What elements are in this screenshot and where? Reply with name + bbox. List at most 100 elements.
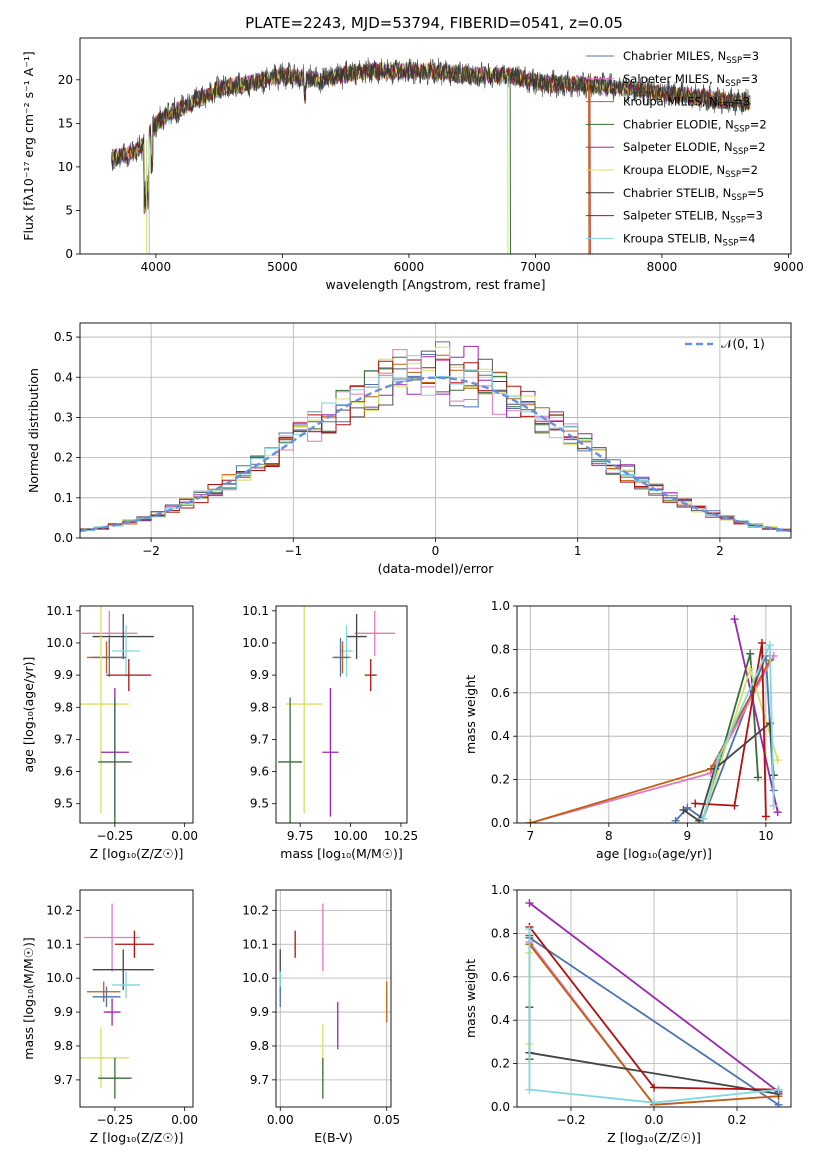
y-tick-label: 9.6 xyxy=(250,765,269,779)
weight-marker xyxy=(773,808,782,817)
y-tick-label: 10.2 xyxy=(46,903,73,917)
x-tick-label: 0.05 xyxy=(373,1113,400,1127)
panel-spectrum: 4000 5000 6000 7000 8000 9000 0 5 10 15 20 waveleng… xyxy=(21,37,804,292)
weight-marker xyxy=(525,925,534,934)
weight-line xyxy=(528,902,780,1093)
y-tick-label: 10.0 xyxy=(46,636,73,650)
x-tick-label: 0.00 xyxy=(171,829,198,843)
y-tick-label: 9.9 xyxy=(250,668,269,682)
weight-marker xyxy=(730,615,739,624)
legend-entry: Kroupa ELODIE, NSSP=2 xyxy=(623,163,758,180)
panel-mass-vs-z: −0.25 0.00 9.7 9.8 9.9 10.0 10.1 10.2 Z [log₁₀(Z… xyxy=(21,889,198,1145)
axes-frame xyxy=(516,889,792,1108)
x-tick-label: 10 xyxy=(758,829,773,843)
x-tick-label: 9.75 xyxy=(287,829,314,843)
x-axis-label: Z [log₁₀(Z/Z☉)] xyxy=(90,1130,184,1145)
legend-entry: 𝒩(0, 1) xyxy=(721,337,765,351)
y-tick-label: 20 xyxy=(58,73,73,87)
x-axis-label: wavelength [Angstrom, rest frame] xyxy=(325,277,545,292)
spectrum-line xyxy=(111,57,751,213)
x-tick-label: −0.25 xyxy=(96,829,133,843)
histogram-step xyxy=(80,355,791,532)
y-tick-label: 9.8 xyxy=(54,1039,73,1053)
weight-marker xyxy=(679,805,688,814)
legend-entry: Salpeter ELODIE, NSSP=2 xyxy=(623,140,766,157)
weight-marker xyxy=(746,664,755,673)
y-axis-label: mass weight xyxy=(463,675,478,754)
y-tick-label: 10.0 xyxy=(242,636,269,650)
weight-marker xyxy=(774,1100,783,1107)
y-tick-label: 0.3 xyxy=(54,410,73,424)
weight-marker xyxy=(774,1085,783,1094)
panel-age-vs-z: −0.25 0.00 9.5 9.6 9.7 9.8 9.9 10.0 10.1 Z [log₁₀… xyxy=(21,604,198,861)
x-tick-label: 7000 xyxy=(520,260,551,274)
x-axis-label: (data-model)/error xyxy=(378,561,495,576)
x-tick-label: −0.25 xyxy=(96,1113,133,1127)
gaussian-curve xyxy=(80,376,791,533)
weight-line xyxy=(733,618,779,813)
weight-marker xyxy=(714,753,723,762)
y-tick-label: 1.0 xyxy=(491,599,510,613)
y-tick-label: 0.4 xyxy=(491,1013,510,1027)
y-tick-label: 10.2 xyxy=(242,903,269,917)
y-tick-label: 9.9 xyxy=(250,1005,269,1019)
weight-line xyxy=(528,929,779,1104)
y-tick-label: 10.1 xyxy=(46,937,73,951)
figure-title: PLATE=2243, MJD=53794, FIBERID=0541, z=0… xyxy=(245,14,623,32)
y-axis-label: Normed distribution xyxy=(26,368,41,493)
y-tick-label: 0.0 xyxy=(54,531,73,545)
weight-marker xyxy=(650,1083,658,1092)
x-axis-label: Z [log₁₀(Z/Z☉)] xyxy=(90,846,184,861)
x-tick-label: 4000 xyxy=(141,260,172,274)
panels: 4000 5000 6000 7000 8000 900005101520waveleng… xyxy=(21,37,804,1145)
y-tick-label: 9.7 xyxy=(54,732,73,746)
x-tick-label: 9 xyxy=(684,829,692,843)
y-tick-label: 0.2 xyxy=(54,451,73,465)
plot-area xyxy=(525,899,783,1107)
plot-area xyxy=(80,903,154,1099)
weight-marker xyxy=(730,801,739,810)
x-tick-label: −2 xyxy=(142,544,160,558)
legend-entry: Kroupa STELIB, NSSP=4 xyxy=(623,231,755,248)
legend-entry: Chabrier MILES, NSSP=3 xyxy=(623,49,759,66)
x-tick-label: 1 xyxy=(574,544,582,558)
panel-weight-vs-age: 7 8 9 10 0.0 0.2 0.4 0.6 0.8 1.0 age [log₁₀(age/yr… xyxy=(463,599,792,861)
legend-entry: Chabrier STELIB, NSSP=5 xyxy=(623,186,764,203)
plot-area xyxy=(278,606,395,823)
legend-entry: Salpeter MILES, NSSP=3 xyxy=(623,72,758,89)
panel-mass-vs-ebv: 0.00 0.05 9.7 9.8 9.9 10.0 10.1 10.2 E(B-V) xyxy=(242,889,400,1145)
x-tick-label: 7 xyxy=(527,829,535,843)
plot-area xyxy=(80,606,154,823)
y-tick-label: 0 xyxy=(65,247,73,261)
x-tick-label: 0.00 xyxy=(171,1113,198,1127)
axes-frame xyxy=(79,605,194,824)
y-tick-label: 9.8 xyxy=(54,700,73,714)
y-tick-label: 9.8 xyxy=(250,1039,269,1053)
plot-area xyxy=(111,57,751,254)
legend-entry: Chabrier ELODIE, NSSP=2 xyxy=(623,117,767,134)
y-tick-label: 0.4 xyxy=(491,729,510,743)
x-tick-label: −0.2 xyxy=(556,1113,585,1127)
weight-marker xyxy=(525,899,534,908)
y-tick-label: 10.1 xyxy=(46,604,73,618)
y-axis-label: mass weight xyxy=(463,959,478,1038)
x-tick-label: 5000 xyxy=(267,260,298,274)
weight-marker xyxy=(773,756,782,765)
x-tick-label: 10.00 xyxy=(333,829,367,843)
y-tick-label: 10.0 xyxy=(46,971,73,985)
y-axis-label: Flux [fλ10⁻¹⁷ erg cm⁻² s⁻¹ A⁻¹] xyxy=(21,51,36,240)
weight-marker xyxy=(526,819,535,823)
y-tick-label: 10 xyxy=(58,160,73,174)
y-tick-label: 0.8 xyxy=(491,926,510,940)
x-tick-label: 10.25 xyxy=(384,829,418,843)
y-tick-label: 9.9 xyxy=(54,1005,73,1019)
panel-residuals: −2 −1 0 1 2 0.0 0.1 0.2 0.3 0.4 0.5 (data-model)/er… xyxy=(26,322,792,576)
plot-area xyxy=(279,903,388,1099)
weight-marker xyxy=(757,638,766,647)
y-tick-label: 9.7 xyxy=(250,1073,269,1087)
axes-frame xyxy=(79,37,792,255)
x-axis-label: mass [log₁₀(M/M☉)] xyxy=(280,846,402,861)
y-tick-label: 10.0 xyxy=(242,971,269,985)
